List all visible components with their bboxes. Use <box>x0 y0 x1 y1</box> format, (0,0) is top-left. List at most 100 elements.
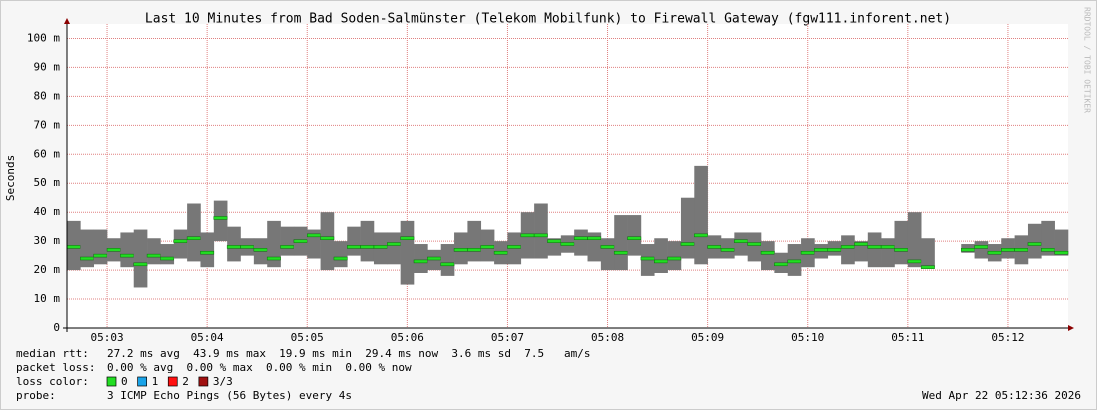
median-mark <box>467 248 481 252</box>
y-tick-label: 40 m <box>34 205 61 218</box>
median-mark <box>774 262 788 267</box>
smoke-range <box>680 197 695 259</box>
x-tick-label: 05:11 <box>891 331 924 344</box>
median-mark <box>814 248 829 252</box>
median-mark <box>587 236 602 240</box>
y-tick-label: 30 m <box>34 234 61 247</box>
median-mark <box>120 253 134 258</box>
median-mark <box>920 265 935 269</box>
median-mark <box>280 245 295 249</box>
smoke-range <box>320 212 335 271</box>
x-tick-label: 05:10 <box>791 331 824 344</box>
median-mark <box>453 248 468 252</box>
median-mark <box>333 256 348 261</box>
smoke-range <box>894 220 909 265</box>
smoke-range <box>333 241 348 268</box>
smoke-range <box>654 238 668 273</box>
median-mark <box>133 262 148 267</box>
smoke-range <box>360 220 375 262</box>
median-mark <box>240 245 255 249</box>
median-mark <box>560 242 575 246</box>
smoke-range <box>387 232 401 265</box>
smoke-range <box>867 232 882 268</box>
x-tick-label: 05:03 <box>90 331 123 344</box>
x-arrow <box>1068 325 1074 331</box>
watermark: RRDTOOL / TOBI OETIKER <box>1083 7 1092 113</box>
smoke-range <box>173 229 188 259</box>
median-mark <box>880 245 895 249</box>
legend-swatch <box>167 376 178 387</box>
probe-label: probe: <box>16 389 56 402</box>
legend-label: loss color: <box>16 375 89 388</box>
y-tick-label: 100 m <box>27 31 60 44</box>
y-tick-label: 10 m <box>34 292 61 305</box>
median-mark <box>93 253 108 258</box>
median-mark <box>680 242 695 246</box>
median-mark <box>573 236 588 240</box>
smoke-range <box>600 238 615 271</box>
median-mark <box>1054 250 1069 255</box>
stat-text: 0.00 % avg 0.00 % max 0.00 % min 0.00 % … <box>107 361 412 374</box>
smoke-range <box>627 215 642 256</box>
median-mark <box>907 259 922 264</box>
median-mark <box>347 245 361 249</box>
y-tick-label: 80 m <box>34 89 61 102</box>
smoke-range <box>694 165 708 265</box>
x-tick-label: 05:04 <box>191 331 224 344</box>
median-mark <box>600 245 615 249</box>
y-tick-label: 90 m <box>34 60 61 73</box>
median-mark <box>734 239 748 243</box>
smoke-range <box>1027 223 1042 259</box>
plot-area <box>67 24 1068 328</box>
median-mark <box>840 245 855 249</box>
smoke-range <box>200 232 215 268</box>
footer: median rtt: 27.2 ms avg 43.9 ms max 19.9… <box>16 347 1081 402</box>
median-mark <box>387 242 401 246</box>
chart-title: Last 10 Minutes from Bad Soden-Salmünste… <box>145 12 951 27</box>
x-tick-label: 05:06 <box>391 331 424 344</box>
median-mark <box>493 250 508 255</box>
median-mark <box>520 233 535 238</box>
median-mark <box>987 250 1002 255</box>
median-mark <box>373 245 388 249</box>
median-mark <box>1001 248 1015 252</box>
timestamp: Wed Apr 22 05:12:36 2026 <box>922 389 1081 402</box>
smoke-range <box>574 229 588 256</box>
smoke-range <box>761 241 775 271</box>
median-mark <box>854 242 869 246</box>
median-mark <box>66 245 81 249</box>
legend-swatch <box>106 376 117 387</box>
smoke-range <box>160 244 175 265</box>
median-mark <box>106 248 121 252</box>
median-mark <box>306 233 321 238</box>
median-mark <box>413 259 428 264</box>
median-mark <box>613 250 628 255</box>
smoke-range <box>907 212 922 268</box>
median-mark <box>533 233 548 238</box>
median-mark <box>440 262 455 267</box>
stat-label: packet loss: <box>16 361 95 374</box>
axes <box>63 18 1074 332</box>
median-mark <box>360 245 375 249</box>
median-mark <box>1014 248 1029 252</box>
x-tick-label: 05:08 <box>591 331 624 344</box>
median-mark <box>173 239 188 243</box>
smoke-range <box>147 238 161 265</box>
smoke-range <box>227 226 241 262</box>
median-mark <box>146 253 161 258</box>
median-mark <box>293 239 308 243</box>
smoke-range <box>614 215 628 271</box>
smoke-range <box>1054 229 1069 256</box>
median-mark <box>320 236 335 240</box>
median-mark <box>80 256 94 261</box>
smoke-range <box>347 226 361 256</box>
median-mark <box>974 245 989 249</box>
median-mark <box>200 250 215 255</box>
y-tick-label: 60 m <box>34 147 61 160</box>
legend-item: 0 <box>121 375 128 388</box>
median-mark <box>226 245 241 249</box>
median-mark <box>827 248 842 252</box>
smoke-range <box>467 220 482 262</box>
median-mark <box>960 248 975 252</box>
